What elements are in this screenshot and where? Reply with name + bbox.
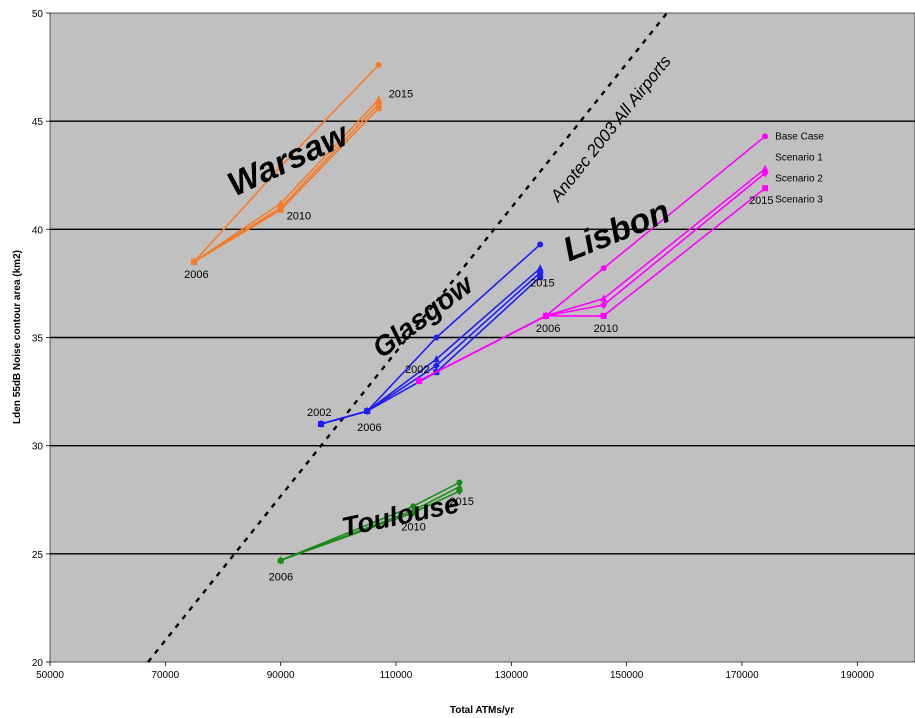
year-label: 2010 [401,522,425,534]
x-tick-label: 130000 [495,670,529,681]
y-tick-label: 30 [32,442,44,453]
airport-glasgow [317,241,544,429]
y-axis-title: Lden 55dB Noise contour area (km2) [12,250,23,424]
data-point [600,312,607,319]
year-label: 2006 [536,323,560,335]
data-point [456,479,463,486]
legend-entry: Base Case [775,131,824,142]
legend: Base Case Scenario 1 Scenario 2 Scenario 3 [775,131,824,205]
data-point [318,421,325,428]
year-label: 2015 [749,195,773,207]
data-point [542,312,549,319]
x-axis-title: Total ATMs/yr [450,705,514,716]
data-point [410,503,417,510]
x-axis: 50000 70000 90000 110000 130000 150000 170000 1… [36,662,874,681]
data-point [761,169,769,178]
data-point [762,185,769,192]
airport-lisbon [415,133,769,385]
x-tick-label: 190000 [841,670,875,681]
series-layer [190,61,769,565]
year-label: 2006 [184,269,208,281]
data-point [432,355,440,363]
data-point [600,301,608,310]
data-point [600,294,608,302]
y-tick-label: 40 [32,225,44,236]
data-point [364,408,371,415]
data-point [277,199,285,207]
data-point [375,95,383,103]
year-label: 2015 [389,89,413,101]
series-line [418,187,766,382]
data-point [191,258,198,265]
data-point [375,105,382,112]
data-point [432,361,440,370]
year-label: 2015 [449,496,473,508]
data-point [537,241,544,248]
series-line [320,276,541,425]
x-tick-label: 150000 [610,670,644,681]
data-point [455,487,463,496]
data-point [409,508,417,517]
year-label: 2015 [530,278,554,290]
data-point [375,61,382,68]
y-tick-label: 25 [32,550,44,561]
y-tick-label: 35 [32,334,44,345]
x-tick-label: 170000 [725,670,759,681]
airport-warsaw [190,61,383,266]
data-point [277,206,284,213]
y-tick-label: 20 [32,658,44,669]
y-tick-label: 50 [32,9,44,20]
year-label: 2002 [405,364,429,376]
data-point [761,164,769,172]
legend-entry: Scenario 1 [775,152,823,163]
data-point [762,133,769,140]
year-labels: 2006 2010 2015 2002 2006 2002 2015 2006 2010 2015… [184,89,773,584]
data-point [277,163,284,170]
year-label: 2010 [594,323,618,335]
y-axis: 20 25 30 35 40 45 50 [32,9,50,669]
legend-entry: Scenario 3 [775,194,823,205]
y-tick-label: 45 [32,117,44,128]
x-tick-label: 70000 [151,670,179,681]
data-point [277,556,285,565]
data-point [455,482,463,490]
data-point [416,377,423,384]
year-label: 2006 [269,571,293,583]
year-label: 2006 [357,422,381,434]
data-point [433,334,440,341]
data-point [600,265,607,272]
x-tick-label: 110000 [380,670,413,681]
x-tick-label: 90000 [267,670,295,681]
airport-toulouse [277,479,463,565]
legend-entry: Scenario 2 [775,173,823,184]
year-label: 2010 [287,211,311,223]
x-tick-label: 50000 [36,670,64,681]
year-label: 2002 [307,407,331,419]
data-point [537,273,544,280]
grid [50,120,915,555]
data-point [536,264,544,272]
